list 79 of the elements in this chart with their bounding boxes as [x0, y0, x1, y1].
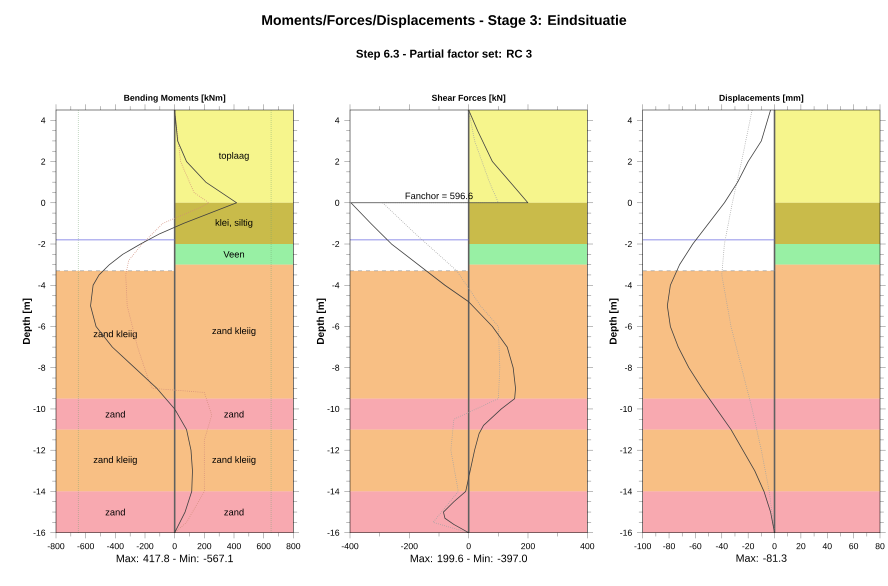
band-label: zand — [224, 508, 244, 516]
y-tick-label: -4 — [332, 282, 340, 288]
x-tick-label: 200 — [198, 543, 212, 550]
y-tick-label: -4 — [38, 282, 46, 288]
y-tick-label: 4 — [628, 117, 632, 124]
x-tick-label: 0 — [772, 543, 777, 550]
band-label: zand — [224, 410, 244, 418]
x-tick-label: 800 — [286, 543, 300, 550]
y-axis-title: Depth [m] — [316, 298, 326, 344]
x-tick-label: -400 — [107, 543, 124, 550]
y-tick-label: 2 — [335, 158, 340, 165]
band-label: Veen — [223, 251, 244, 258]
y-tick-label: -10 — [33, 406, 46, 412]
y-tick-label: 4 — [334, 117, 340, 124]
y-tick-label: -6 — [332, 323, 340, 330]
y-tick-label: -10 — [620, 406, 632, 412]
y-axis-title: Depth [m] — [22, 298, 32, 344]
y-tick-label: -14 — [33, 488, 46, 494]
y-tick-label: 2 — [41, 158, 46, 165]
y-tick-label: -4 — [624, 282, 632, 288]
x-tick-label: 200 — [521, 543, 535, 550]
band-label: klei, siltig — [216, 219, 252, 228]
y-tick-label: 0 — [628, 200, 632, 206]
y-tick-label: 0 — [41, 200, 46, 206]
y-tick-label: 2 — [628, 158, 632, 165]
y-tick-label: -6 — [38, 323, 46, 330]
x-tick-label: 20 — [796, 543, 806, 550]
chart-title: Displacements [mm] — [720, 94, 804, 103]
text: zand kleiig — [94, 456, 137, 465]
y-tick-label: -6 — [624, 323, 632, 330]
y-tick-label: -2 — [38, 240, 46, 248]
y-tick-label: -14 — [327, 488, 340, 494]
y-tick-label: -14 — [620, 488, 632, 494]
line-series — [666, 110, 775, 534]
x-tick-label: -200 — [401, 543, 418, 550]
x-tick-label: 400 — [580, 543, 594, 550]
y-tick-label: -16 — [33, 530, 46, 536]
y-tick-label: -2 — [332, 240, 340, 248]
x-tick-label: -40 — [716, 543, 728, 550]
text: zand — [106, 410, 125, 418]
x-tick-label: 80 — [876, 543, 884, 550]
y-tick-label: -16 — [327, 530, 340, 536]
chart-title: Bending Moments [kNm] — [124, 94, 226, 103]
x-tick-label: -60 — [690, 543, 702, 550]
x-tick-label: 0 — [172, 543, 177, 550]
y-tick-label: 4 — [40, 117, 46, 124]
x-tick-label: -400 — [342, 543, 358, 550]
x-tick-label: -600 — [77, 543, 94, 550]
x-tick-label: 0 — [466, 543, 471, 550]
text: Moments/Forces/Displacements - Stage 3: Eindsituatie — [262, 14, 626, 28]
y-tick-label: -8 — [38, 364, 46, 371]
text: zand kleiig — [212, 327, 256, 336]
y-tick-label: -12 — [620, 447, 632, 454]
band-label: toplaag — [218, 152, 249, 161]
x-tick-label: -800 — [48, 543, 64, 550]
x-tick-label: 60 — [849, 543, 858, 550]
y-tick-label: -8 — [332, 364, 340, 371]
y-axis-title: Depth [m] — [609, 298, 619, 344]
chart-title: Shear Forces [kN] — [432, 94, 506, 103]
y-tick-label: -16 — [620, 530, 632, 536]
x-axis-title: Max: 199.6 - Min: -397.0 — [410, 554, 528, 562]
x-tick-label: 40 — [822, 543, 832, 550]
y-tick-label: -12 — [327, 447, 340, 454]
y-tick-label: 0 — [335, 200, 340, 206]
x-tick-label: -100 — [634, 543, 651, 550]
y-tick-label: -10 — [327, 406, 340, 412]
text: Step 6.3 - Partial factor set: RC 3 — [356, 49, 532, 60]
x-tick-label: -200 — [136, 543, 154, 550]
x-tick-label: -80 — [663, 543, 675, 550]
y-tick-label: -8 — [624, 364, 632, 371]
band-label: zand kleiig — [212, 456, 256, 465]
x-axis-title: Max: -81.3 — [736, 554, 787, 562]
x-tick-label: 400 — [226, 543, 241, 550]
x-axis-title: Max: 417.8 - Min: -567.1 — [116, 554, 233, 562]
y-tick-label: -12 — [33, 447, 46, 454]
y-tick-label: -2 — [624, 240, 632, 248]
text: zand — [106, 508, 125, 516]
x-tick-label: -20 — [742, 543, 754, 550]
x-tick-label: 600 — [256, 543, 271, 550]
